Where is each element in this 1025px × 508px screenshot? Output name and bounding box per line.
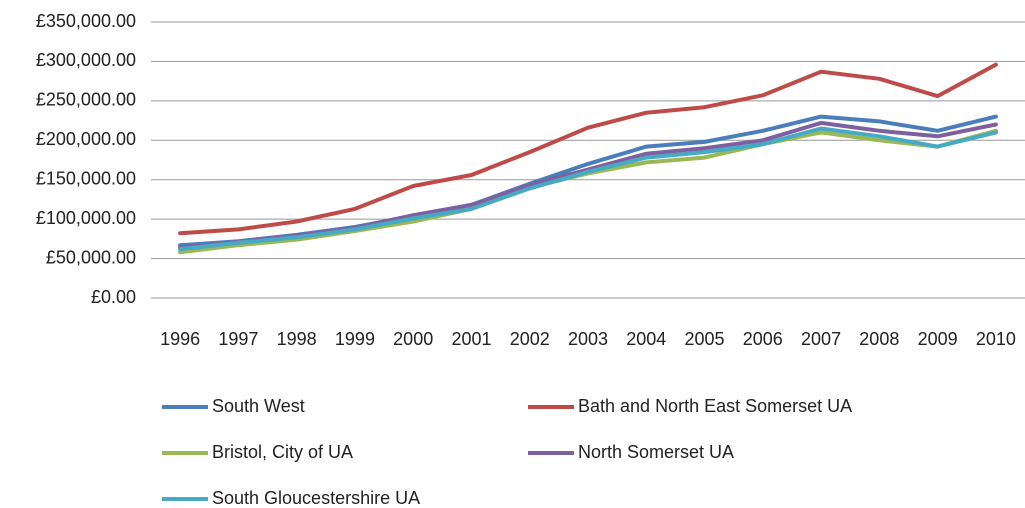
x-tick-label: 2010 <box>976 329 1016 349</box>
x-tick-label: 1999 <box>335 329 375 349</box>
x-tick-label: 2002 <box>510 329 550 349</box>
x-tick-label: 2006 <box>743 329 783 349</box>
x-tick-label: 1996 <box>160 329 200 349</box>
x-tick-label: 2005 <box>685 329 725 349</box>
x-tick-label: 1997 <box>218 329 258 349</box>
y-tick-label: £150,000.00 <box>36 168 136 188</box>
legend-label: Bath and North East Somerset UA <box>578 396 852 416</box>
series-line <box>178 126 998 252</box>
y-tick-label: £300,000.00 <box>36 50 136 70</box>
legend-label: South Gloucestershire UA <box>212 488 420 508</box>
y-tick-label: £50,000.00 <box>46 247 136 267</box>
x-tick-label: 2000 <box>393 329 433 349</box>
x-tick-label: 2008 <box>859 329 899 349</box>
x-tick-label: 2003 <box>568 329 608 349</box>
y-tick-label: £250,000.00 <box>36 90 136 110</box>
y-tick-label: £200,000.00 <box>36 129 136 149</box>
y-tick-label: £100,000.00 <box>36 208 136 228</box>
series-line <box>178 120 998 250</box>
x-tick-label: 2007 <box>801 329 841 349</box>
legend-label: Bristol, City of UA <box>212 442 353 462</box>
series-line <box>178 62 998 236</box>
x-tick-label: 2004 <box>626 329 666 349</box>
x-tick-label: 2009 <box>918 329 958 349</box>
legend-label: South West <box>212 396 305 416</box>
x-tick-label: 2001 <box>451 329 491 349</box>
y-tick-label: £350,000.00 <box>36 11 136 31</box>
y-tick-label: £0.00 <box>91 287 136 307</box>
legend-label: North Somerset UA <box>578 442 734 462</box>
x-tick-label: 1998 <box>277 329 317 349</box>
